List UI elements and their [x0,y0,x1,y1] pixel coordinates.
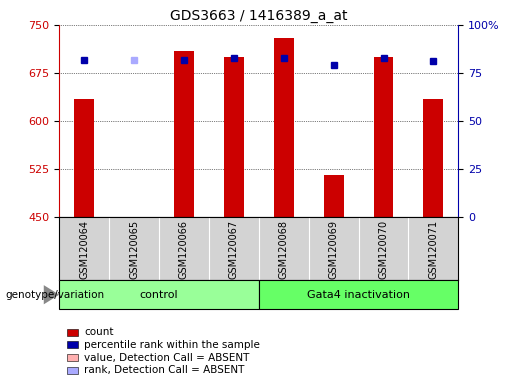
Text: GSM120071: GSM120071 [428,220,438,279]
Text: rank, Detection Call = ABSENT: rank, Detection Call = ABSENT [84,365,245,375]
Bar [174,51,194,217]
Bar [323,175,344,217]
Bar [59,280,259,309]
Text: GSM120065: GSM120065 [129,220,139,279]
Bar [373,57,393,217]
Bar [274,38,294,217]
Text: GSM120066: GSM120066 [179,220,189,279]
Text: Gata4 inactivation: Gata4 inactivation [307,290,410,300]
Text: value, Detection Call = ABSENT: value, Detection Call = ABSENT [84,353,250,362]
Text: GSM120064: GSM120064 [79,220,89,279]
Text: control: control [140,290,178,300]
Text: GSM120069: GSM120069 [329,220,339,279]
Bar [74,99,94,217]
Text: percentile rank within the sample: percentile rank within the sample [84,340,261,350]
Bar [224,57,244,217]
Title: GDS3663 / 1416389_a_at: GDS3663 / 1416389_a_at [170,8,348,23]
Text: genotype/variation: genotype/variation [5,290,104,300]
Text: GSM120067: GSM120067 [229,220,239,279]
Text: GSM120070: GSM120070 [379,220,388,279]
Text: GSM120068: GSM120068 [279,220,289,279]
Bar [423,99,443,217]
Bar [259,280,458,309]
Text: count: count [84,327,114,337]
